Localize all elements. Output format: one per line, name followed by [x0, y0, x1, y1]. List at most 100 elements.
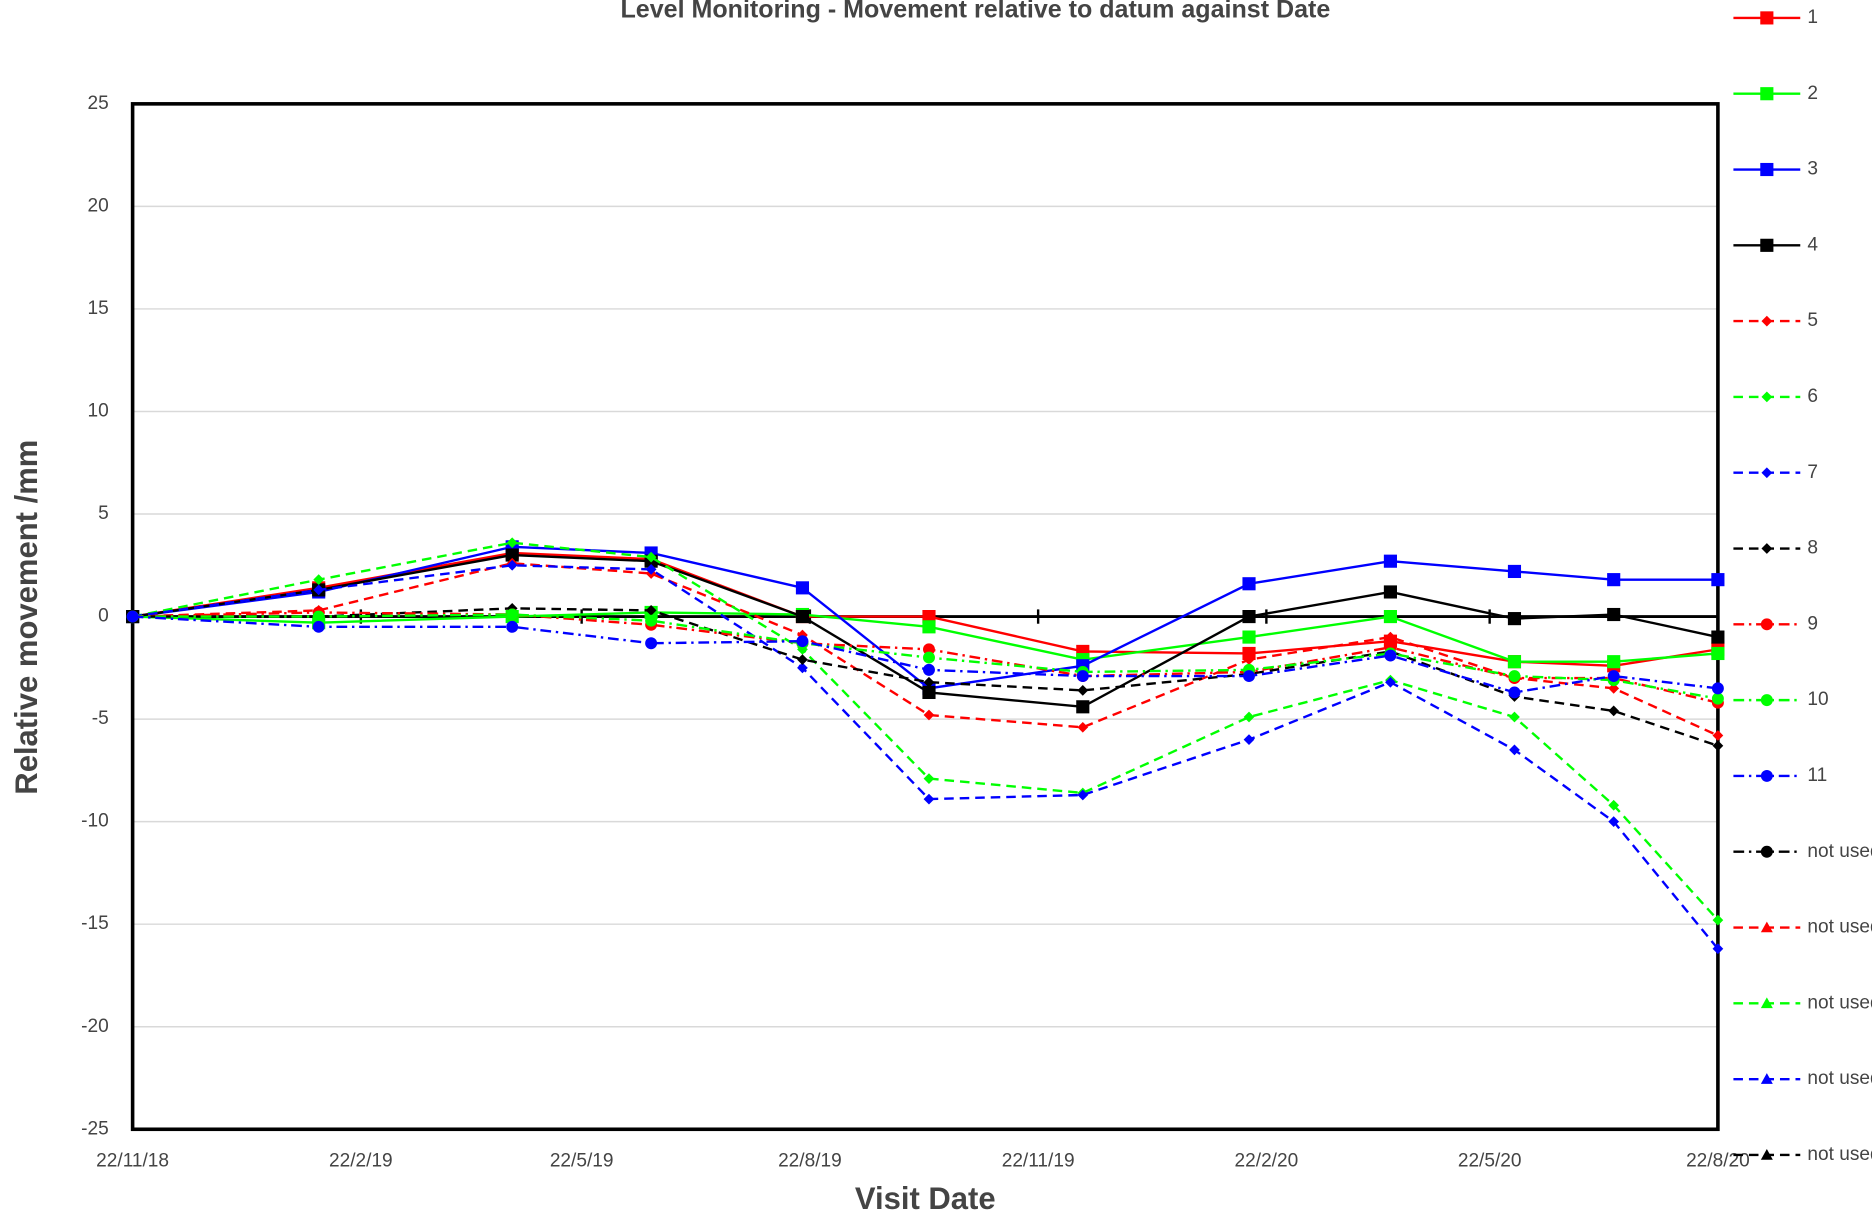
marker: [645, 551, 657, 563]
marker: [1242, 646, 1256, 661]
marker: [506, 620, 519, 633]
x-tick-label: 22/8/20: [1686, 1151, 1750, 1172]
marker: [1607, 607, 1621, 622]
series-line: [132, 613, 1719, 700]
marker: [1242, 577, 1256, 591]
marker: [1385, 676, 1396, 688]
marker: [796, 635, 809, 648]
legend-marker: [1760, 845, 1773, 858]
marker: [1385, 631, 1396, 643]
marker: [645, 637, 658, 650]
marker: [923, 651, 935, 664]
legend-marker: [1760, 11, 1774, 25]
marker: [1508, 670, 1521, 683]
legend-label: 9: [1807, 613, 1818, 634]
marker: [313, 574, 325, 586]
series-line: [132, 564, 1719, 950]
marker: [312, 610, 325, 623]
marker: [923, 643, 935, 656]
x-tick-label: 22/2/19: [329, 1151, 393, 1172]
legend-marker: [1760, 618, 1773, 631]
marker: [1384, 649, 1397, 662]
marker: [1508, 686, 1521, 699]
marker: [1243, 654, 1255, 666]
marker: [313, 584, 325, 596]
y-tick-label: 15: [88, 298, 109, 319]
legend-marker: [1761, 543, 1773, 554]
x-tick-label: 22/2/20: [1235, 1151, 1299, 1172]
y-tick-label: 25: [88, 93, 109, 114]
legend-marker: [1761, 315, 1773, 327]
marker: [1711, 646, 1725, 661]
marker: [1712, 914, 1724, 926]
marker: [645, 614, 658, 627]
legend-marker: [1760, 694, 1773, 707]
marker: [1607, 655, 1621, 669]
legend-marker: [1760, 162, 1774, 177]
legend-label: not used: [1807, 1144, 1872, 1165]
marker: [797, 654, 808, 666]
legend-label: 4: [1807, 234, 1818, 255]
marker: [1711, 692, 1724, 705]
x-tick-label: 22/8/19: [778, 1151, 842, 1172]
legend-label: not used: [1807, 917, 1872, 938]
marker: [923, 773, 935, 784]
x-tick-label: 22/11/19: [1002, 1151, 1075, 1172]
marker: [1507, 612, 1522, 626]
marker: [922, 685, 936, 700]
marker: [1607, 670, 1620, 683]
series-line: [132, 607, 1719, 747]
legend-label: not used: [1807, 992, 1872, 1013]
marker: [645, 564, 657, 575]
marker: [1712, 730, 1724, 741]
marker: [922, 610, 936, 624]
marker: [1242, 610, 1256, 624]
y-tick-label: 10: [88, 401, 109, 422]
y-tick-label: -15: [81, 913, 109, 934]
chart-title: Level Monitoring - Movement relative to …: [621, 0, 1331, 23]
y-tick-label: -20: [81, 1016, 109, 1037]
marker: [506, 559, 518, 571]
legend-marker: [1760, 769, 1773, 782]
marker: [1608, 816, 1620, 828]
marker: [1383, 585, 1397, 599]
legend-marker: [1760, 87, 1774, 101]
x-tick-label: 22/11/18: [96, 1151, 169, 1172]
marker: [1507, 564, 1522, 579]
marker: [923, 709, 935, 721]
marker: [1383, 610, 1397, 624]
marker: [1242, 630, 1256, 644]
marker: [506, 608, 519, 621]
marker: [312, 620, 325, 633]
legend-label: 10: [1807, 689, 1828, 710]
marker: [1608, 799, 1620, 811]
marker: [1509, 744, 1520, 756]
y-tick-label: 5: [98, 503, 109, 524]
marker: [505, 548, 519, 562]
marker: [1711, 630, 1725, 644]
marker: [922, 620, 936, 634]
legend-marker: [1760, 997, 1773, 1009]
marker: [1711, 682, 1724, 695]
marker: [1711, 573, 1725, 587]
marker: [1608, 682, 1620, 694]
legend-label: 2: [1807, 83, 1818, 104]
legend-marker: [1761, 391, 1773, 403]
marker: [1608, 705, 1620, 717]
legend-label: 6: [1807, 386, 1818, 407]
legend-marker: [1760, 921, 1773, 933]
legend-label: 1: [1807, 7, 1818, 28]
series-line: [132, 545, 1718, 690]
marker: [923, 793, 935, 805]
marker: [1243, 711, 1255, 723]
y-tick-label: 20: [88, 195, 109, 216]
marker: [645, 605, 657, 616]
series-line: [132, 615, 1719, 694]
legend-label: 11: [1807, 765, 1827, 786]
marker: [1076, 670, 1089, 683]
y-tick-label: 0: [98, 606, 109, 627]
marker: [1243, 670, 1255, 683]
